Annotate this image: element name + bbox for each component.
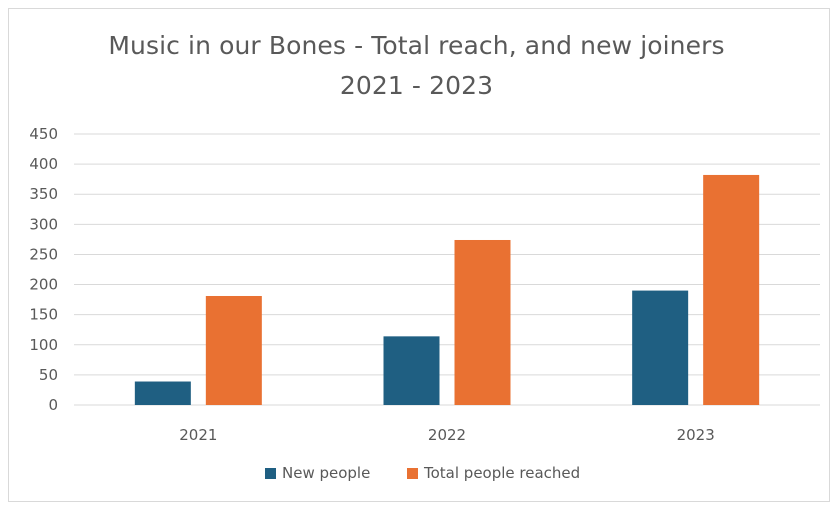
legend-label: New people [282, 464, 370, 482]
legend-swatch [407, 468, 418, 479]
legend-label: Total people reached [423, 464, 580, 482]
y-tick-label: 50 [39, 366, 58, 384]
y-tick-label: 400 [29, 155, 58, 173]
x-tick-label: 2021 [179, 426, 217, 444]
y-tick-label: 300 [29, 215, 58, 233]
x-tick-label: 2022 [428, 426, 466, 444]
bar-new-people [632, 290, 689, 405]
bar-total-people-reached [454, 239, 511, 405]
bar-total-people-reached [205, 295, 262, 405]
x-tick-label: 2023 [677, 426, 715, 444]
chart-frame [8, 8, 830, 502]
bar-new-people [134, 381, 191, 405]
y-tick-label: 450 [29, 125, 58, 143]
chart-subtitle: 2021 - 2023 [339, 71, 494, 100]
y-tick-label: 150 [29, 306, 58, 324]
bar-total-people-reached [703, 174, 760, 405]
y-tick-label: 0 [48, 396, 58, 414]
y-tick-label: 100 [29, 336, 58, 354]
legend-swatch [265, 468, 276, 479]
y-tick-label: 350 [29, 185, 58, 203]
y-tick-label: 200 [29, 276, 58, 294]
bar-new-people [383, 336, 440, 405]
y-tick-label: 250 [29, 245, 58, 263]
chart-title: Music in our Bones - Total reach, and ne… [108, 31, 725, 60]
